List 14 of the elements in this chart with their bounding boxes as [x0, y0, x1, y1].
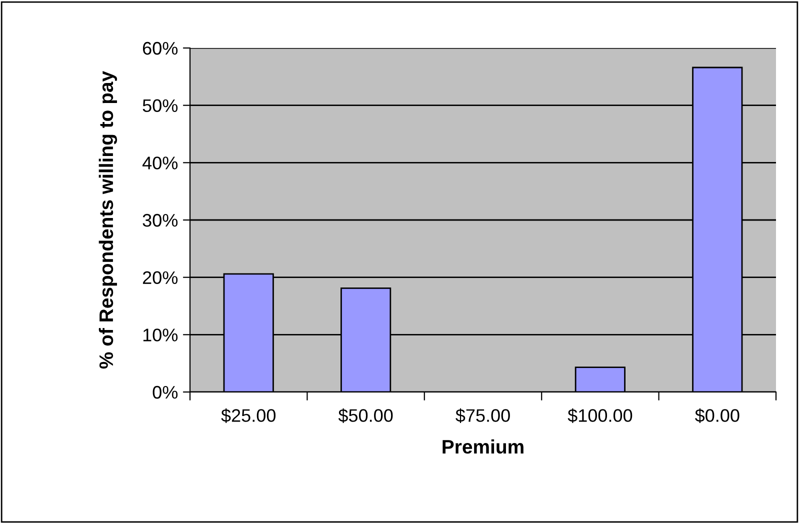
y-axis-title: % of Respondents willing to pay [98, 71, 118, 369]
x-tick-label: $0.00 [695, 408, 740, 424]
x-tick-label: $25.00 [221, 408, 276, 424]
y-tick-label: 60% [142, 42, 178, 55]
y-tick-label: 0% [152, 386, 178, 399]
x-tick-label: $75.00 [456, 408, 510, 424]
y-tick-label: 50% [142, 99, 178, 112]
y-tick-label: 10% [143, 328, 178, 342]
y-tick-label: 40% [142, 156, 178, 170]
x-axis-title: Premium [442, 439, 524, 454]
x-tick-label: $50.00 [338, 408, 393, 424]
y-tick-label: 20% [142, 271, 178, 284]
x-tick-label: $100.00 [568, 408, 632, 424]
y-tick-label: 30% [142, 214, 178, 227]
